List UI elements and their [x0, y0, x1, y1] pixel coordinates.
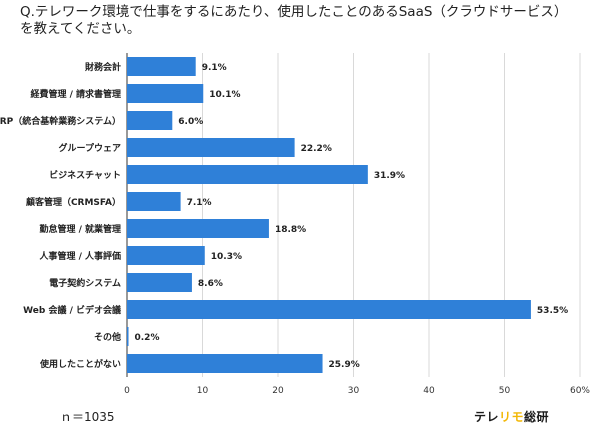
brand-part-1: テレ: [474, 410, 500, 424]
sample-size-label: ｎ＝1035: [60, 410, 115, 424]
x-tick-label: 30: [348, 386, 360, 396]
value-label: 9.1%: [202, 63, 227, 73]
value-label: 0.2%: [135, 333, 160, 343]
bar: [127, 354, 323, 373]
value-label: 10.1%: [209, 90, 240, 100]
value-label: 10.3%: [211, 252, 242, 262]
bar: [127, 273, 192, 292]
category-label: 財務会計: [84, 61, 121, 73]
x-tick-label: 20: [272, 386, 284, 396]
question-title: Q.テレワーク環境で仕事をするにあたり、使用したことのあるSaaS（クラウドサー…: [20, 4, 568, 37]
category-label: 人事管理 / 人事評価: [38, 250, 121, 262]
bar: [127, 246, 205, 265]
bar: [127, 57, 196, 76]
bar: [127, 219, 269, 238]
category-label: Web 会議 / ビデオ会議: [23, 304, 121, 316]
value-label: 25.9%: [329, 360, 360, 370]
x-tick-label: 50: [499, 386, 511, 396]
category-label: 経費管理 / 請求書管理: [30, 88, 121, 100]
category-label: 電子契約システム: [49, 277, 121, 289]
brand-part-3: 総研: [524, 410, 550, 424]
value-label: 31.9%: [374, 171, 405, 181]
category-label: 勤怠管理 / 就業管理: [39, 223, 121, 235]
value-label: 7.1%: [187, 198, 212, 208]
bar: [127, 327, 129, 346]
value-label: 18.8%: [275, 225, 306, 235]
bar: [127, 111, 173, 130]
value-label: 8.6%: [198, 279, 223, 289]
category-label: ビジネスチャット: [49, 169, 121, 181]
bar: [127, 192, 181, 211]
value-label: 53.5%: [537, 306, 568, 316]
brand-part-2: リモ: [499, 410, 525, 424]
category-label: 顧客管理（CRMSFA）: [26, 196, 121, 208]
x-tick-label: 60%: [570, 386, 590, 396]
brand-logo: テレリモ総研: [474, 408, 549, 425]
x-tick-label: 40: [423, 386, 435, 396]
bar: [127, 84, 204, 103]
value-label: 22.2%: [301, 144, 332, 154]
x-tick-label: 10: [197, 386, 209, 396]
category-label: 使用したことがない: [39, 358, 121, 370]
value-label: 6.0%: [178, 117, 203, 127]
category-label: その他: [94, 331, 121, 343]
bar: [127, 165, 368, 184]
bar: [127, 138, 295, 157]
category-label: グループウェア: [59, 142, 121, 154]
x-tick-label: 0: [124, 386, 130, 396]
bar: [127, 300, 531, 319]
category-label: ERP（統合基幹業務システム）: [0, 115, 121, 127]
